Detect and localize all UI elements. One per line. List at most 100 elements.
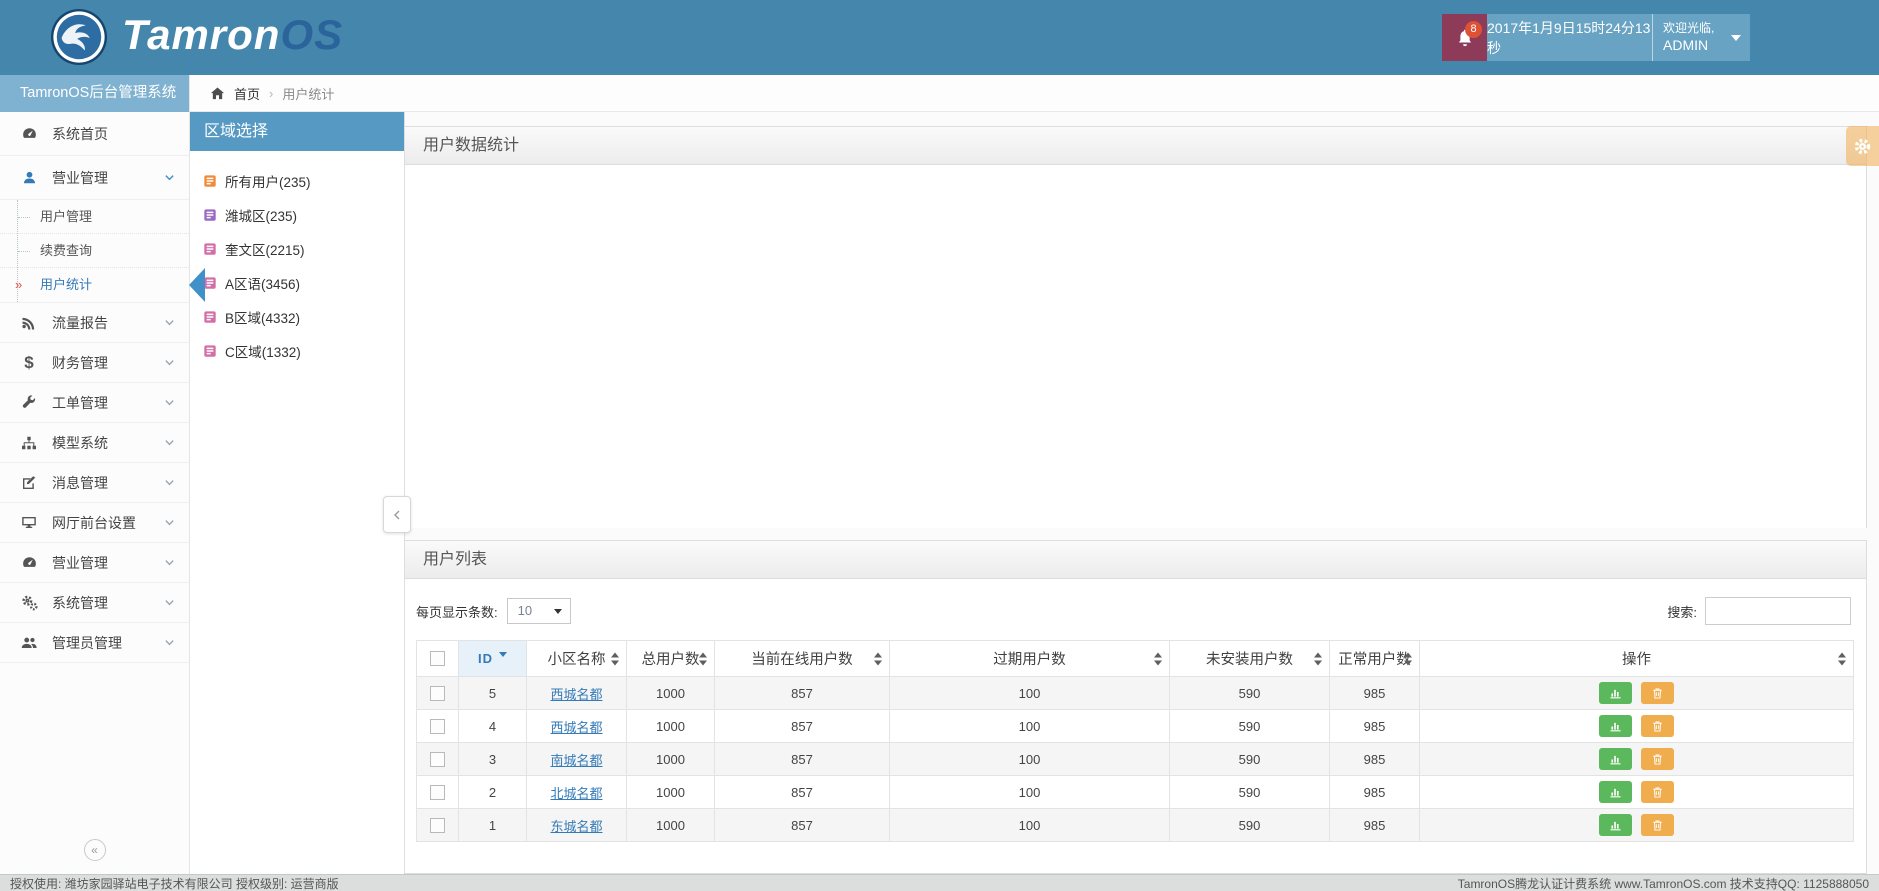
row-checkbox[interactable] — [430, 785, 445, 801]
column-header-id[interactable]: ID — [458, 640, 527, 677]
delete-button[interactable] — [1641, 781, 1675, 803]
region-item-kuiwen[interactable]: 奎文区(2215) — [203, 232, 404, 266]
bar-chart-icon — [1609, 753, 1622, 766]
sidebar-collapse-button[interactable]: « — [83, 839, 106, 861]
delete-button[interactable] — [1641, 748, 1675, 770]
column-header-normal[interactable]: 正常用户数 — [1329, 640, 1420, 677]
select-caret-icon — [553, 609, 562, 614]
community-name-link[interactable]: 南城名都 — [550, 752, 603, 768]
cell-total: 1000 — [626, 808, 715, 842]
trash-icon — [1651, 819, 1664, 832]
sort-icon — [611, 652, 619, 665]
active-marker: » — [15, 277, 23, 292]
submenu-connector — [18, 217, 30, 218]
search-input[interactable] — [1705, 597, 1851, 625]
notification-badge: 8 — [1465, 21, 1482, 38]
cell-normal: 985 — [1329, 709, 1420, 743]
delete-button[interactable] — [1641, 715, 1675, 737]
sidebar-item-system-mgmt[interactable]: 系统管理 — [0, 583, 189, 623]
row-checkbox[interactable] — [430, 818, 445, 834]
region-item-label: 所有用户(235) — [225, 175, 311, 190]
region-item-all-users[interactable]: 所有用户(235) — [203, 164, 404, 198]
sidebar-item-finance-mgmt[interactable]: $ 财务管理 — [0, 343, 189, 383]
sidebar-item-user-mgmt[interactable]: 用户管理 — [0, 200, 189, 234]
sidebar-item-label: 营业管理 — [52, 169, 108, 186]
row-checkbox[interactable] — [430, 686, 445, 702]
cell-online: 857 — [714, 676, 890, 710]
sidebar-item-dashboard[interactable]: 系统首页 — [0, 112, 189, 156]
welcome-text: 欢迎光临, — [1663, 21, 1715, 35]
sidebar-item-admin-mgmt[interactable]: 管理员管理 — [0, 623, 189, 663]
sidebar-item-renewal-query[interactable]: 续费查询 — [0, 234, 189, 268]
breadcrumb-home[interactable]: 首页 — [234, 86, 261, 102]
community-name-link[interactable]: 东城名都 — [550, 818, 603, 834]
sidebar-item-label: 系统管理 — [52, 594, 108, 611]
community-name-link[interactable]: 北城名都 — [550, 785, 603, 801]
search-label: 搜索: — [1667, 604, 1697, 620]
region-item-c[interactable]: C区域(1332) — [203, 334, 404, 368]
logo-text-main: Tamron — [122, 11, 281, 58]
notifications-button[interactable]: 8 — [1442, 14, 1487, 61]
user-list-panel: 用户列表 每页显示条数: 10 搜索: — [400, 540, 1867, 874]
column-header-uninstalled[interactable]: 未安装用户数 — [1169, 640, 1330, 677]
sidebar-item-message-mgmt[interactable]: 消息管理 — [0, 463, 189, 503]
sort-icon — [1154, 652, 1162, 665]
sidebar-item-business-mgmt[interactable]: 营业管理 — [0, 156, 189, 200]
chevron-down-icon — [164, 597, 175, 608]
page-size-label: 每页显示条数: — [416, 604, 498, 620]
row-checkbox[interactable] — [430, 752, 445, 768]
region-collapse-handle[interactable] — [383, 496, 411, 533]
sidebar-item-traffic-report[interactable]: 流量报告 — [0, 303, 189, 343]
chevron-down-icon — [164, 637, 175, 648]
sort-icon — [1404, 652, 1412, 665]
cell-expired: 100 — [889, 742, 1170, 776]
chevron-down-icon — [164, 437, 175, 448]
delete-button[interactable] — [1641, 814, 1675, 836]
region-item-a[interactable]: A区语(3456) — [203, 266, 404, 300]
view-chart-button[interactable] — [1598, 682, 1632, 704]
building-icon — [203, 174, 217, 188]
column-header-expired[interactable]: 过期用户数 — [889, 640, 1170, 677]
region-item-b[interactable]: B区域(4332) — [203, 300, 404, 334]
delete-button[interactable] — [1641, 682, 1675, 704]
logo-text-os: OS — [280, 11, 344, 58]
view-chart-button[interactable] — [1598, 748, 1632, 770]
settings-flyout-button[interactable] — [1846, 126, 1879, 166]
sidebar-item-business-mgmt-2[interactable]: 营业管理 — [0, 543, 189, 583]
sidebar-item-label: 网厅前台设置 — [52, 514, 136, 531]
cell-total: 1000 — [626, 676, 715, 710]
region-item-label: A区语(3456) — [225, 277, 301, 292]
tamronos-logo-icon — [50, 8, 108, 66]
region-item-label: C区域(1332) — [225, 345, 301, 360]
view-chart-button[interactable] — [1598, 814, 1632, 836]
gear-icon — [1853, 137, 1872, 156]
column-header-total[interactable]: 总用户数 — [626, 640, 715, 677]
community-name-link[interactable]: 西城名都 — [550, 719, 603, 735]
breadcrumb-current: 用户统计 — [282, 86, 335, 102]
row-checkbox[interactable] — [430, 719, 445, 735]
sidebar-item-user-stats[interactable]: » 用户统计 — [0, 268, 205, 302]
view-chart-button[interactable] — [1598, 715, 1632, 737]
community-name-link[interactable]: 西城名都 — [550, 686, 603, 702]
sidebar-item-workorder-mgmt[interactable]: 工单管理 — [0, 383, 189, 423]
select-all-checkbox[interactable] — [430, 651, 445, 667]
building-icon — [203, 242, 217, 256]
footer-license-text: 授权使用: 潍坊家园驿站电子技术有限公司 授权级别: 运营商版 — [10, 876, 339, 891]
chevron-down-icon — [164, 357, 175, 368]
user-menu[interactable]: 欢迎光临, ADMIN — [1652, 14, 1750, 61]
sidebar-item-label: 模型系统 — [52, 434, 108, 451]
sidebar-item-model-system[interactable]: 模型系统 — [0, 423, 189, 463]
view-chart-button[interactable] — [1598, 781, 1632, 803]
submenu-label: 续费查询 — [40, 243, 93, 258]
column-header-actions[interactable]: 操作 — [1419, 640, 1854, 677]
top-navbar: TamronOS 8 2017年1月9日15时24分13秒 欢迎光临, ADMI… — [0, 0, 1879, 75]
breadcrumb: 首页 › 用户统计 — [190, 75, 1879, 112]
region-panel: 区域选择 所有用户(235) 潍城区(235) 奎文区(2215) A区语(34… — [190, 112, 405, 874]
page-size-select[interactable]: 10 — [506, 598, 571, 624]
sidebar-item-portal-settings[interactable]: 网厅前台设置 — [0, 503, 189, 543]
column-header-name[interactable]: 小区名称 — [526, 640, 627, 677]
column-header-online[interactable]: 当前在线用户数 — [714, 640, 890, 677]
chevron-down-icon — [164, 557, 175, 568]
region-item-weicheng[interactable]: 潍城区(235) — [203, 198, 404, 232]
building-icon — [203, 208, 217, 222]
